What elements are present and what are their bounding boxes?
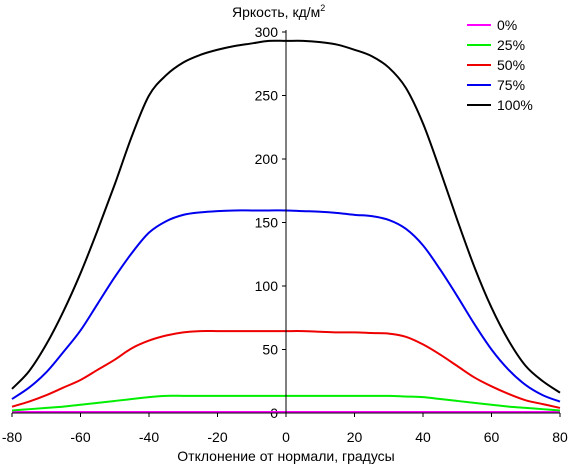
- x-tick-label: -60: [70, 429, 90, 445]
- legend-label: 25%: [497, 37, 525, 53]
- y-axis-label: Яркость, кд/м2: [232, 3, 325, 20]
- x-tick-label: -80: [2, 429, 22, 445]
- y-tick-label: 100: [255, 278, 279, 294]
- y-tick-label: 200: [255, 151, 279, 167]
- y-axis-label-text: Яркость, кд/м: [232, 4, 320, 20]
- legend-label: 0%: [497, 17, 517, 33]
- x-tick-label: -20: [207, 429, 227, 445]
- axes: [12, 30, 560, 414]
- x-tick-label: 80: [552, 429, 568, 445]
- x-tick-label: 40: [415, 429, 431, 445]
- x-axis-label: Отклонение от нормали, градусы: [177, 448, 394, 464]
- ticks: [11, 31, 561, 417]
- y-tick-label: 150: [255, 215, 279, 231]
- y-tick-label: 300: [255, 24, 279, 40]
- y-tick-label: 250: [255, 88, 279, 104]
- x-tick-label: 60: [484, 429, 500, 445]
- x-tick-label: -40: [139, 429, 159, 445]
- legend-label: 50%: [497, 57, 525, 73]
- y-tick-label: 50: [262, 342, 278, 358]
- legend: 0% 25% 50% 75% 100%: [467, 17, 533, 113]
- x-tick-labels: -80 -60 -40 -20 0 20 40 60 80: [2, 429, 568, 445]
- x-tick-label: 0: [282, 429, 290, 445]
- legend-label: 75%: [497, 77, 525, 93]
- legend-label: 100%: [497, 97, 533, 113]
- y-axis-label-superscript: 2: [320, 3, 325, 13]
- x-tick-label: 20: [347, 429, 363, 445]
